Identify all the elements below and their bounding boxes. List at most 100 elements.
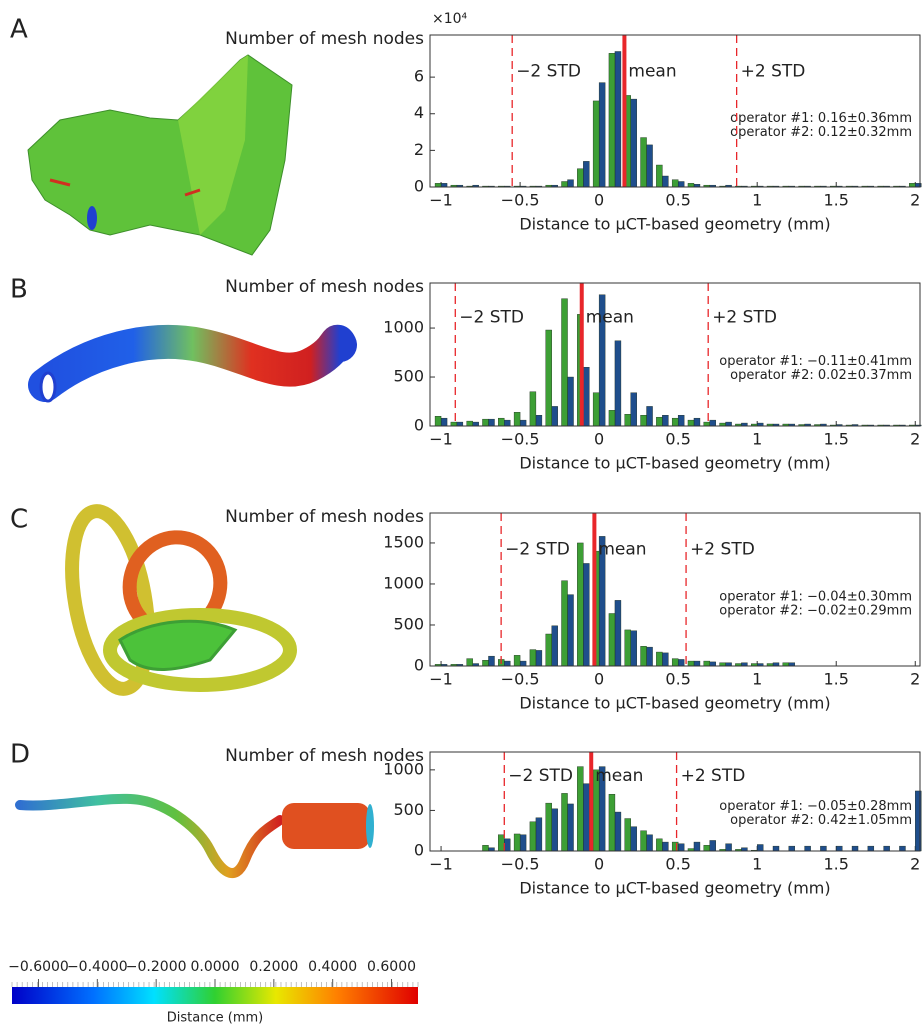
x-tick-label: 1.5 <box>823 855 848 874</box>
bar <box>561 298 568 427</box>
legend-entry: operator #1: 0.16±0.36mm <box>730 111 912 126</box>
x-tick-label: 2 <box>910 191 920 210</box>
rendering-b <box>28 324 357 403</box>
bar <box>551 406 558 427</box>
bar <box>567 179 574 188</box>
bar <box>630 630 637 667</box>
bar <box>577 766 584 852</box>
legend-entry: operator #1: −0.11±0.41mm <box>719 354 912 369</box>
std-label: −2 STD <box>516 61 581 81</box>
bar <box>640 646 647 667</box>
legend-entry: operator #1: −0.05±0.28mm <box>719 799 912 814</box>
x-tick-label: 1 <box>752 670 762 689</box>
bar <box>624 414 631 427</box>
y-tick-label: 0 <box>414 841 424 860</box>
mean-label: mean <box>628 61 676 81</box>
x-tick-label: 2 <box>910 670 920 689</box>
std-label: +2 STD <box>681 766 746 786</box>
rendering-a <box>27 54 293 256</box>
bar <box>513 412 521 427</box>
y-axis-title: Number of mesh nodes <box>225 29 424 49</box>
y-tick-label: 1000 <box>383 318 424 337</box>
bar <box>772 845 780 852</box>
y-tick-label: 6 <box>414 67 424 86</box>
bar <box>646 406 653 427</box>
panel-label: B <box>10 275 28 305</box>
legend-entry: operator #1: −0.04±0.30mm <box>719 590 912 605</box>
colorbar-tick-label: 0.0000 <box>191 959 240 975</box>
bar <box>820 845 827 852</box>
x-tick-label: −0.5 <box>501 670 540 689</box>
bar <box>561 580 568 667</box>
x-axis-title: Distance to µCT-based geometry (mm) <box>519 454 830 473</box>
bar <box>646 144 653 188</box>
y-tick-label: 500 <box>393 800 424 819</box>
y-tick-label: 0 <box>414 656 424 675</box>
x-tick-label: 0.5 <box>665 855 690 874</box>
x-tick-label: 0.5 <box>665 670 690 689</box>
bar <box>608 410 616 427</box>
bar <box>545 633 552 667</box>
bar <box>693 417 701 427</box>
bar <box>709 840 716 852</box>
bar <box>598 82 606 188</box>
bar <box>529 821 537 852</box>
bar <box>614 340 622 427</box>
bar <box>614 811 622 852</box>
bar <box>498 834 505 852</box>
bar <box>624 818 631 852</box>
y-tick-label: 0 <box>414 177 424 196</box>
x-tick-label: −1 <box>429 855 453 874</box>
bar <box>677 181 685 188</box>
bar <box>577 542 584 667</box>
bar <box>551 625 558 667</box>
x-tick-label: −0.5 <box>501 430 540 449</box>
bar <box>482 845 489 852</box>
bar <box>671 179 679 188</box>
y-tick-label: 1500 <box>383 532 424 551</box>
bar <box>662 415 669 427</box>
bar <box>687 419 695 427</box>
bar <box>535 415 543 427</box>
bar <box>519 834 527 852</box>
x-tick-label: −0.5 <box>501 191 540 210</box>
plot-frame <box>429 751 921 852</box>
colorbar-tick-label: 0.2000 <box>249 959 298 975</box>
panel-label: A <box>10 15 28 45</box>
bar <box>482 660 489 667</box>
bar <box>592 100 600 188</box>
bar <box>472 421 479 427</box>
bar <box>851 845 859 852</box>
bar <box>677 659 685 667</box>
bar <box>883 845 890 852</box>
bar <box>583 161 590 188</box>
bar <box>504 419 511 427</box>
plot-frame <box>429 282 921 427</box>
x-tick-label: −1 <box>429 430 453 449</box>
y-tick-label: 500 <box>393 367 424 386</box>
y-tick-label: 0 <box>414 416 424 435</box>
bar <box>608 613 616 667</box>
x-tick-label: 2 <box>910 855 920 874</box>
bar <box>504 660 511 667</box>
y-multiplier: ×10⁴ <box>432 11 468 27</box>
bar <box>836 845 843 852</box>
y-axis-title: Number of mesh nodes <box>225 507 424 527</box>
bar <box>756 844 764 852</box>
legend-entry: operator #2: −0.02±0.29mm <box>719 604 912 619</box>
panel-label: C <box>10 505 28 535</box>
x-tick-label: 1.5 <box>823 430 848 449</box>
mean-label: mean <box>595 766 643 786</box>
bar <box>592 392 600 427</box>
x-tick-label: 0.5 <box>665 430 690 449</box>
bar <box>687 183 695 188</box>
bar <box>561 181 568 188</box>
x-tick-label: 1 <box>752 855 762 874</box>
y-tick-label: 500 <box>393 614 424 633</box>
bar <box>440 417 448 427</box>
bar <box>583 783 590 852</box>
bar <box>899 845 906 852</box>
bar <box>640 137 647 188</box>
x-tick-label: 0 <box>594 430 604 449</box>
bar <box>709 419 716 427</box>
